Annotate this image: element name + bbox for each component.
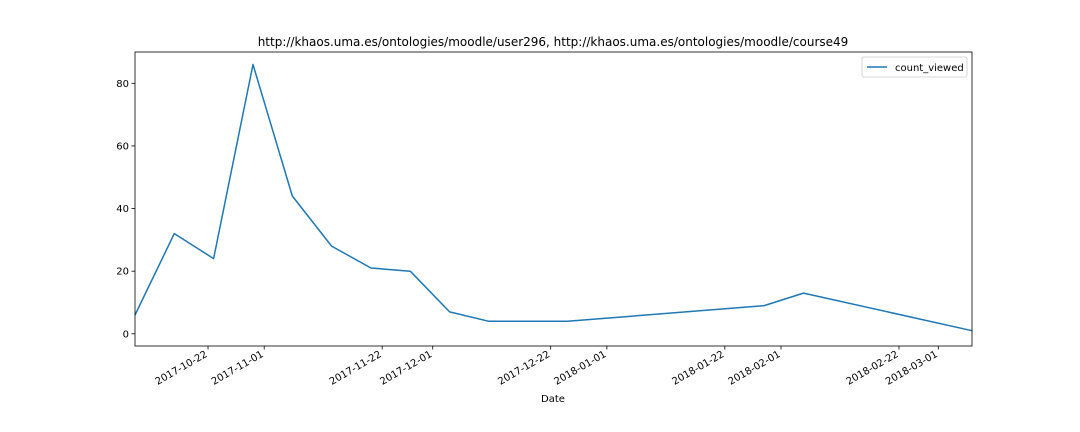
y-tick-label: 40	[116, 204, 129, 215]
plot-area	[135, 52, 972, 346]
series-layer	[134, 63, 973, 332]
legend-box	[861, 56, 968, 78]
x-tick-label: 2017-12-22	[496, 349, 552, 388]
x-axis: 2017-10-22 2017-11-01 2017-11-222017-12-01…	[154, 346, 940, 388]
plot-frame	[134, 51, 973, 347]
y-tick-label: 60	[116, 141, 129, 152]
x-tick-label: 2018-02-01	[727, 349, 783, 388]
chart-title: http://khaos.uma.es/ontologies/moodle/us…	[258, 35, 849, 49]
y-tick-label: 20	[116, 267, 129, 278]
y-axis: 0 20 40 60 80	[116, 79, 135, 340]
x-tick-label: 2017-11-22	[328, 349, 384, 388]
y-tick-label: 80	[116, 79, 129, 90]
x-axis-label: Date	[541, 394, 565, 405]
legend: count_viewed	[861, 56, 968, 78]
x-tick-label: 2017-11-01	[210, 349, 266, 388]
legend-label: count_viewed	[895, 63, 964, 74]
y-tick-label: 0	[123, 329, 129, 340]
x-tick-label: 2018-01-22	[670, 349, 726, 388]
series-line-count-viewed	[134, 63, 973, 332]
x-tick-label: 2017-12-01	[378, 349, 434, 388]
x-tick-label: 2017-10-22	[154, 349, 210, 388]
x-tick-label: 2018-01-01	[553, 349, 609, 388]
